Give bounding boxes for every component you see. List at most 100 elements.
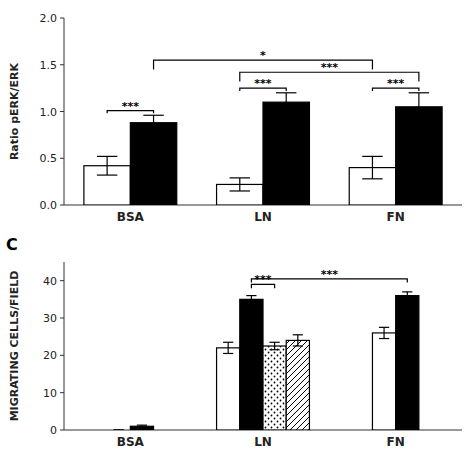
- error-cap: [223, 342, 233, 343]
- y-tick: [60, 355, 64, 356]
- bars: [114, 292, 419, 430]
- error-bar: [223, 342, 233, 353]
- error-cap: [230, 190, 250, 191]
- error-cap: [230, 177, 250, 178]
- error-line: [418, 93, 419, 121]
- y-tick-label: 1.0: [40, 106, 58, 119]
- y-tick-label: 1.5: [40, 59, 58, 72]
- bar: [263, 346, 286, 430]
- bar: [130, 426, 153, 430]
- y-tick: [60, 430, 64, 431]
- y-tick: [60, 318, 64, 319]
- error-bar: [137, 425, 147, 427]
- error-cap: [293, 334, 303, 335]
- error-bar: [379, 327, 389, 338]
- annotations: *************: [107, 49, 419, 113]
- x-tick-label: LN: [254, 210, 272, 224]
- x-tick-label: LN: [254, 435, 272, 449]
- significance-label: ***: [321, 61, 339, 74]
- y-axis: [64, 262, 65, 430]
- error-bar: [270, 342, 280, 349]
- error-cap: [402, 291, 412, 292]
- error-line: [107, 156, 108, 175]
- y-tick-label: 30: [43, 312, 57, 325]
- error-line: [239, 178, 240, 191]
- y-tick-label: 2.0: [40, 12, 58, 25]
- significance-label: ***: [254, 77, 272, 90]
- error-cap: [97, 156, 117, 157]
- bar: [396, 296, 419, 430]
- x-tick-label: BSA: [117, 210, 145, 224]
- error-bar: [362, 156, 382, 178]
- error-cap: [223, 353, 233, 354]
- y-tick: [60, 158, 64, 159]
- error-bar: [409, 93, 429, 121]
- y-tick-label: 10: [43, 387, 57, 400]
- error-line: [286, 93, 287, 112]
- annotations: *** ***: [251, 268, 407, 288]
- error-cap: [143, 130, 163, 131]
- error-cap: [402, 299, 412, 300]
- error-cap: [270, 349, 280, 350]
- error-bar: [246, 296, 256, 303]
- error-line: [153, 115, 154, 130]
- error-line: [274, 342, 275, 349]
- error-bar: [114, 430, 124, 431]
- bar: [130, 123, 176, 205]
- y-axis-label: Ratio pERK/ERK: [8, 62, 21, 160]
- error-cap: [293, 345, 303, 346]
- error-cap: [409, 92, 429, 93]
- error-cap: [276, 92, 296, 93]
- panel-title: C: [6, 235, 18, 254]
- y-tick-label: 0: [50, 424, 57, 437]
- error-bar: [402, 292, 412, 299]
- y-tick-label: 0.5: [40, 152, 58, 165]
- error-cap: [276, 111, 296, 112]
- significance-label: *: [260, 49, 266, 62]
- y-tick: [60, 64, 64, 65]
- error-cap: [362, 178, 382, 179]
- error-cap: [137, 427, 147, 428]
- error-line: [372, 156, 373, 178]
- y-tick: [60, 280, 64, 281]
- error-cap: [362, 156, 382, 157]
- y-tick: [60, 111, 64, 112]
- error-line: [407, 292, 408, 299]
- error-bar: [230, 178, 250, 191]
- figure: 0.00.51.01.52.0Ratio pERK/ERKBSALNFN****…: [0, 0, 474, 474]
- error-line: [383, 327, 384, 338]
- significance-label: ***: [387, 77, 405, 90]
- error-cap: [270, 342, 280, 343]
- chart-panel: 010203040MIGRATING CELLS/FIELDBSALNFN***…: [6, 235, 462, 449]
- y-tick: [60, 205, 64, 206]
- error-cap: [409, 120, 429, 121]
- significance-label: ***: [254, 273, 272, 286]
- y-tick-label: 40: [43, 275, 57, 288]
- y-tick: [60, 18, 64, 19]
- error-cap: [246, 302, 256, 303]
- y-tick-label: 0.0: [40, 199, 58, 212]
- significance-label: ***: [122, 100, 140, 113]
- y-axis-label: MIGRATING CELLS/FIELD: [8, 271, 21, 422]
- bar: [286, 340, 309, 430]
- x-tick-label: FN: [387, 435, 405, 449]
- error-bar: [97, 156, 117, 175]
- error-cap: [246, 295, 256, 296]
- x-tick-label: BSA: [117, 435, 145, 449]
- error-cap: [97, 174, 117, 175]
- chart-panel: 0.00.51.01.52.0Ratio pERK/ERKBSALNFN****…: [8, 12, 462, 224]
- bar: [240, 299, 263, 430]
- error-bar: [143, 115, 163, 130]
- error-cap: [379, 327, 389, 328]
- x-tick-label: FN: [387, 210, 405, 224]
- error-bar: [276, 93, 296, 112]
- significance-label: ***: [321, 268, 339, 281]
- error-line: [228, 342, 229, 353]
- error-line: [251, 296, 252, 303]
- bars: [84, 93, 442, 205]
- error-bar: [293, 335, 303, 346]
- error-cap: [137, 425, 147, 426]
- error-cap: [114, 429, 124, 430]
- bar: [396, 107, 442, 205]
- error-line: [297, 335, 298, 346]
